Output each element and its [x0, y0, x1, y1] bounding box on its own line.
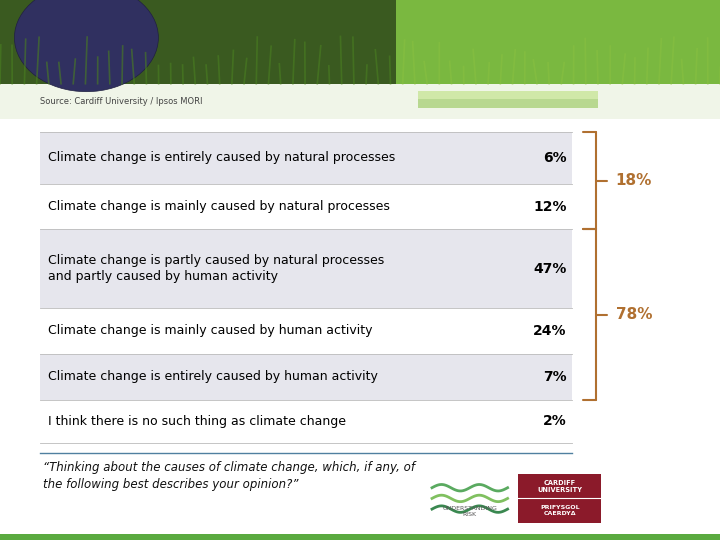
Text: 6%: 6%: [543, 151, 567, 165]
Text: 24%: 24%: [533, 324, 567, 338]
FancyBboxPatch shape: [0, 0, 396, 84]
Text: 18%: 18%: [616, 173, 652, 188]
Text: Climate change is entirely caused by natural processes: Climate change is entirely caused by nat…: [48, 151, 395, 165]
Text: Climate change is partly caused by natural processes
and partly caused by human : Climate change is partly caused by natur…: [48, 254, 384, 283]
Text: 2%: 2%: [543, 414, 567, 428]
Text: Climate change is entirely caused by human activity: Climate change is entirely caused by hum…: [48, 370, 378, 383]
FancyBboxPatch shape: [0, 84, 720, 119]
Text: Source: Cardiff University / Ipsos MORI: Source: Cardiff University / Ipsos MORI: [40, 97, 202, 106]
FancyBboxPatch shape: [518, 498, 601, 523]
Text: 47%: 47%: [534, 262, 567, 275]
Text: I think there is no such thing as climate change: I think there is no such thing as climat…: [48, 415, 346, 428]
Text: 7%: 7%: [543, 370, 567, 383]
FancyBboxPatch shape: [518, 474, 601, 498]
FancyBboxPatch shape: [396, 0, 720, 84]
FancyBboxPatch shape: [40, 354, 572, 400]
Text: “Thinking about the causes of climate change, which, if any, of
the following be: “Thinking about the causes of climate ch…: [43, 461, 415, 491]
FancyBboxPatch shape: [418, 91, 598, 108]
FancyBboxPatch shape: [428, 474, 511, 523]
Text: Climate change is mainly caused by natural processes: Climate change is mainly caused by natur…: [48, 200, 390, 213]
Text: CARDIFF
UNIVERSITY: CARDIFF UNIVERSITY: [537, 480, 582, 493]
FancyBboxPatch shape: [40, 230, 572, 308]
FancyBboxPatch shape: [0, 534, 720, 540]
Text: 78%: 78%: [616, 307, 652, 322]
Text: 12%: 12%: [533, 200, 567, 213]
FancyBboxPatch shape: [418, 91, 598, 99]
Circle shape: [14, 0, 158, 92]
FancyBboxPatch shape: [40, 132, 572, 184]
Text: Climate change is mainly caused by human activity: Climate change is mainly caused by human…: [48, 324, 373, 338]
Text: PRIFYSGOL
CAERDYΔ: PRIFYSGOL CAERDYΔ: [540, 505, 580, 516]
Text: UNDERSTANDING
RISK: UNDERSTANDING RISK: [442, 507, 498, 517]
